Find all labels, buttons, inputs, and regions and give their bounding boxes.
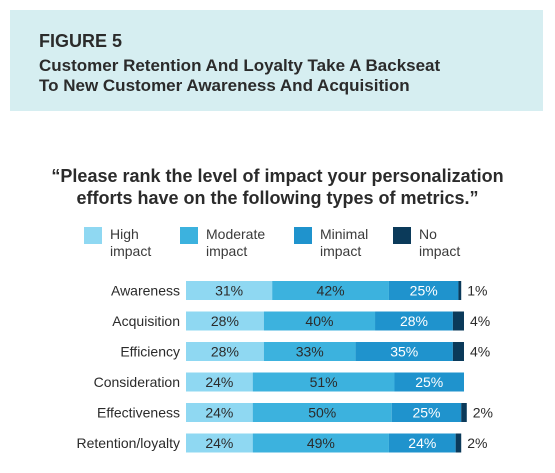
figure-header: FIGURE 5 Customer Retention And Loyalty … <box>10 10 543 111</box>
legend-item-minimal-impact: Minimal impact <box>294 226 368 260</box>
bar-retention-loyalty-no-impact <box>455 433 462 453</box>
bar-efficiency-no-impact <box>452 342 464 361</box>
bar-effectiveness-moderate-impact <box>252 403 392 422</box>
value-label-acquisition-moderate-impact: 40% <box>305 313 333 329</box>
legend-label-moderate-impact: Moderate impact <box>206 226 266 259</box>
value-label-effectiveness-high-impact: 24% <box>205 405 233 421</box>
survey-question: “Please rank the level of impact your pe… <box>0 165 555 209</box>
legend-swatch-no-impact <box>393 227 411 244</box>
value-label-awareness-moderate-impact: 42% <box>317 283 345 299</box>
bar-acquisition-no-impact <box>452 311 464 331</box>
value-label-effectiveness-no-impact: 2% <box>473 405 493 421</box>
legend-item-high-impact: High impact <box>84 226 151 260</box>
category-label-awareness: Awareness <box>111 283 180 299</box>
legend-item-no-impact: No impact <box>393 226 460 260</box>
category-label-acquisition: Acquisition <box>112 313 180 329</box>
value-label-retention-loyalty-high-impact: 24% <box>205 435 233 451</box>
legend-item-moderate-impact: Moderate impact <box>180 226 265 260</box>
bar-awareness-moderate-impact <box>272 281 389 300</box>
value-label-efficiency-high-impact: 28% <box>211 344 239 360</box>
bar-effectiveness-minimal-impact <box>391 403 462 422</box>
bar-efficiency-moderate-impact <box>263 342 356 361</box>
bar-retention-loyalty-moderate-impact <box>252 433 389 453</box>
value-label-acquisition-high-impact: 28% <box>211 313 239 329</box>
figure-label: FIGURE 5 <box>39 31 123 51</box>
bar-efficiency-minimal-impact <box>355 342 453 361</box>
legend-swatch-moderate-impact <box>180 227 198 244</box>
category-label-effectiveness: Effectiveness <box>97 405 180 421</box>
value-label-effectiveness-minimal-impact: 25% <box>412 405 440 421</box>
bar-retention-loyalty-high-impact <box>186 433 253 453</box>
category-label-consideration: Consideration <box>94 374 180 390</box>
survey-question-line-1: “Please rank the level of impact your pe… <box>51 166 504 186</box>
value-label-awareness-high-impact: 31% <box>215 283 243 299</box>
value-label-retention-loyalty-minimal-impact: 24% <box>408 435 436 451</box>
value-label-acquisition-no-impact: 4% <box>470 313 490 329</box>
value-label-consideration-high-impact: 24% <box>205 374 233 390</box>
bar-effectiveness-high-impact <box>186 403 253 422</box>
value-label-retention-loyalty-no-impact: 2% <box>467 435 487 451</box>
value-label-effectiveness-moderate-impact: 50% <box>308 405 336 421</box>
chart-legend: High impact Moderate impact Minimal impa… <box>0 226 555 266</box>
bar-efficiency-high-impact <box>186 342 264 361</box>
value-label-awareness-no-impact: 1% <box>467 283 487 299</box>
bar-consideration-moderate-impact <box>252 372 395 392</box>
bar-acquisition-moderate-impact <box>263 311 376 331</box>
legend-label-minimal-impact: Minimal impact <box>320 226 369 259</box>
value-label-efficiency-no-impact: 4% <box>470 344 490 360</box>
value-label-acquisition-minimal-impact: 28% <box>400 313 428 329</box>
bar-acquisition-minimal-impact <box>375 311 453 331</box>
value-label-awareness-minimal-impact: 25% <box>410 283 438 299</box>
bar-consideration-minimal-impact <box>394 372 464 392</box>
category-label-efficiency: Efficiency <box>120 344 180 360</box>
bar-awareness-no-impact <box>458 281 462 300</box>
bar-consideration-high-impact <box>186 372 253 392</box>
legend-swatch-high-impact <box>84 227 102 244</box>
figure-title-line-1: Customer Retention And Loyalty Take A Ba… <box>39 56 441 75</box>
value-label-efficiency-moderate-impact: 33% <box>296 344 324 360</box>
legend-swatch-minimal-impact <box>294 227 312 244</box>
bar-retention-loyalty-minimal-impact <box>388 433 456 453</box>
figure-title-line-2: To New Customer Awareness And Acquisitio… <box>39 76 410 95</box>
bar-awareness-high-impact <box>186 281 273 300</box>
category-label-retention-loyalty: Retention/loyalty <box>76 435 180 451</box>
value-label-retention-loyalty-moderate-impact: 49% <box>307 435 335 451</box>
bar-acquisition-high-impact <box>186 311 264 331</box>
legend-label-high-impact: High impact <box>110 226 152 259</box>
bar-awareness-minimal-impact <box>388 281 459 300</box>
value-label-consideration-moderate-impact: 51% <box>310 374 338 390</box>
survey-question-line-2: efforts have on the following types of m… <box>76 188 479 208</box>
value-label-consideration-minimal-impact: 25% <box>415 374 443 390</box>
value-label-efficiency-minimal-impact: 35% <box>390 344 418 360</box>
bar-effectiveness-no-impact <box>461 403 467 422</box>
legend-label-no-impact: No impact <box>419 226 461 259</box>
